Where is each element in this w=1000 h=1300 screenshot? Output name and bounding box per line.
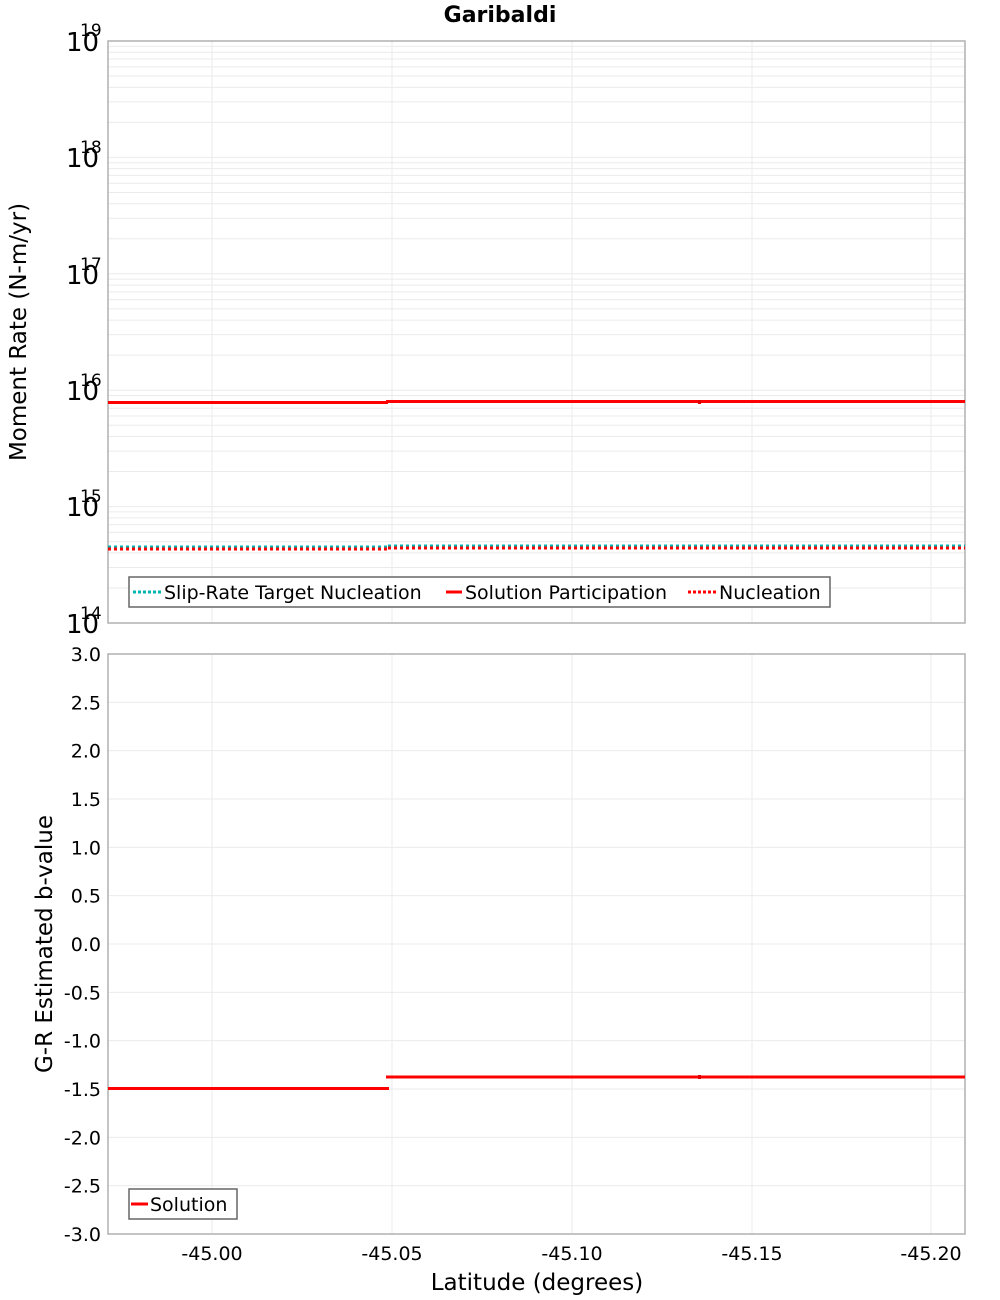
- svg-text:10: 10: [66, 144, 99, 174]
- svg-text:-45.15: -45.15: [721, 1243, 782, 1265]
- svg-text:-2.0: -2.0: [64, 1127, 101, 1149]
- chart-title: Garibaldi: [444, 3, 557, 28]
- svg-text:0.0: 0.0: [71, 934, 101, 956]
- x-axis-label: Latitude (degrees): [431, 1270, 644, 1296]
- legend-label-solution: Solution: [150, 1194, 227, 1216]
- legend-label-solution-participation: Solution Participation: [465, 582, 667, 604]
- svg-text:-45.00: -45.00: [181, 1243, 242, 1265]
- svg-text:-2.5: -2.5: [64, 1176, 101, 1198]
- bottom-y-tick-labels: 3.0 2.5 2.0 1.5 1.0 0.5 0.0 -0.5 -1.0 -1.5 -2.0 -2.…: [64, 644, 101, 1246]
- svg-text:-3.0: -3.0: [64, 1224, 101, 1246]
- legend-label-slip-rate: Slip-Rate Target Nucleation: [164, 582, 422, 604]
- svg-text:14: 14: [80, 604, 102, 624]
- svg-text:10: 10: [66, 261, 99, 291]
- svg-text:1.5: 1.5: [71, 789, 101, 811]
- svg-text:0.5: 0.5: [71, 886, 101, 908]
- svg-text:-1.0: -1.0: [64, 1031, 101, 1053]
- top-plot-area: [108, 41, 965, 623]
- bottom-y-axis-label: G-R Estimated b-value: [32, 815, 58, 1073]
- series-slip-rate-target-nucleation: [108, 544, 965, 549]
- series-nucleation: [108, 546, 965, 551]
- svg-text:10: 10: [66, 493, 99, 523]
- svg-text:2.0: 2.0: [71, 741, 101, 763]
- svg-text:-45.20: -45.20: [900, 1243, 961, 1265]
- svg-text:3.0: 3.0: [71, 644, 101, 666]
- svg-text:10: 10: [66, 610, 99, 640]
- legend-label-nucleation: Nucleation: [719, 582, 821, 604]
- svg-text:-45.10: -45.10: [541, 1243, 602, 1265]
- svg-text:1.0: 1.0: [71, 837, 101, 859]
- svg-text:-0.5: -0.5: [64, 982, 101, 1004]
- bottom-plot: 3.0 2.5 2.0 1.5 1.0 0.5 0.0 -0.5 -1.0 -1.5 -2.0 -2.…: [32, 644, 966, 1246]
- series-solution-b-value: [108, 1075, 965, 1090]
- x-tick-labels: -45.00 -45.05 -45.10 -45.15 -45.20: [181, 1243, 961, 1265]
- svg-text:10: 10: [66, 28, 99, 58]
- top-legend: Slip-Rate Target Nucleation Solution Par…: [128, 576, 831, 608]
- top-y-axis-label: Moment Rate (N-m/yr): [6, 203, 32, 461]
- svg-text:17: 17: [80, 255, 102, 275]
- svg-text:16: 16: [80, 371, 102, 391]
- svg-text:19: 19: [80, 21, 102, 41]
- svg-text:15: 15: [80, 487, 102, 507]
- svg-text:2.5: 2.5: [71, 692, 101, 714]
- top-plot-frame: [107, 40, 966, 624]
- bottom-legend: Solution: [128, 1188, 238, 1220]
- svg-text:-1.5: -1.5: [64, 1079, 101, 1101]
- bottom-plot-frame: [107, 653, 966, 1235]
- svg-text:18: 18: [80, 138, 102, 158]
- svg-text:-45.05: -45.05: [361, 1243, 422, 1265]
- series-solution-participation: [108, 400, 965, 404]
- svg-text:10: 10: [66, 377, 99, 407]
